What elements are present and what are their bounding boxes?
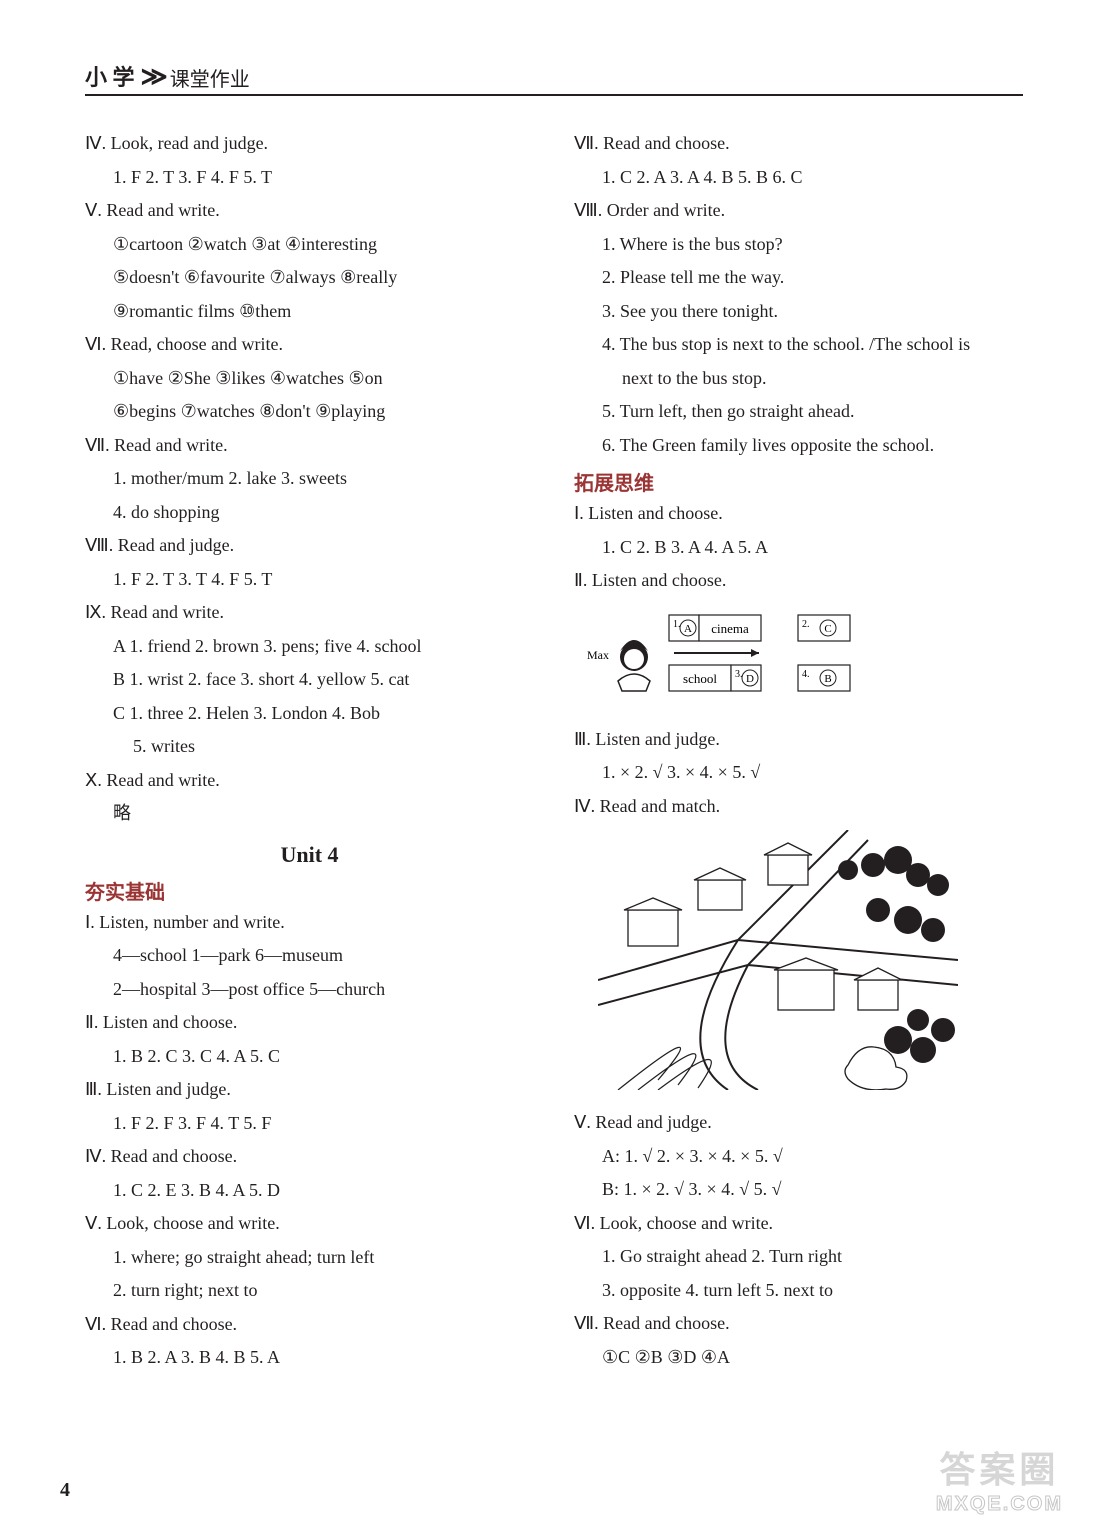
text-line: 1. F 2. T 3. T 4. F 5. T: [85, 564, 534, 596]
svg-text:cinema: cinema: [711, 621, 749, 636]
text-line: Ⅸ. Read and write.: [85, 597, 534, 629]
text-line: Ⅰ. Listen, number and write.: [85, 907, 534, 939]
text-line: 1. Go straight ahead 2. Turn right: [574, 1241, 1023, 1273]
text-line: 4—school 1—park 6—museum: [85, 940, 534, 972]
text-line: 2—hospital 3—post office 5—church: [85, 974, 534, 1006]
text-line: Ⅵ. Read, choose and write.: [85, 329, 534, 361]
unit-title: Unit 4: [85, 842, 534, 868]
text-line: 1. C 2. B 3. A 4. A 5. A: [574, 532, 1023, 564]
page-number: 4: [60, 1479, 70, 1502]
text-line: 1. × 2. √ 3. × 4. × 5. √: [574, 757, 1023, 789]
header-arrows-icon: ≫: [141, 62, 164, 92]
text-line: 2. turn right; next to: [85, 1275, 534, 1307]
text-line: 2. Please tell me the way.: [574, 262, 1023, 294]
text-line: Ⅶ. Read and choose.: [574, 128, 1023, 160]
listen-choose-diagram: Max 1.Acinema 2. Cschool 3.D 4. B: [574, 607, 874, 707]
text-line: C 1. three 2. Helen 3. London 4. Bob: [85, 698, 534, 730]
svg-text:4.: 4.: [802, 669, 810, 680]
text-line: Ⅰ. Listen and choose.: [574, 498, 1023, 530]
text-line: 1. C 2. E 3. B 4. A 5. D: [85, 1175, 534, 1207]
text-line: 5. Turn left, then go straight ahead.: [574, 396, 1023, 428]
svg-text:3.: 3.: [735, 669, 743, 680]
text-line: B: 1. × 2. √ 3. × 4. √ 5. √: [574, 1174, 1023, 1206]
svg-text:D: D: [746, 673, 754, 685]
text-line: Ⅶ. Read and write.: [85, 430, 534, 462]
text-line: Ⅷ. Order and write.: [574, 195, 1023, 227]
text-line: 1. mother/mum 2. lake 3. sweets: [85, 463, 534, 495]
text-line: Ⅴ. Read and judge.: [574, 1107, 1023, 1139]
text-line: A: 1. √ 2. × 3. × 4. × 5. √: [574, 1141, 1023, 1173]
text-line: 1. F 2. F 3. F 4. T 5. F: [85, 1108, 534, 1140]
text-line: 3. See you there tonight.: [574, 296, 1023, 328]
text-line: 略: [85, 798, 534, 830]
header-left: 小 学: [85, 60, 135, 92]
text-line: Ⅴ. Read and write.: [85, 195, 534, 227]
text-line: Ⅲ. Listen and judge.: [85, 1074, 534, 1106]
watermark: 答案圈 MXQE.COM: [936, 1441, 1063, 1516]
page-header: 小 学 ≫ 课堂作业: [85, 60, 1023, 96]
text-line: 1. B 2. A 3. B 4. B 5. A: [85, 1342, 534, 1374]
text-line: 6. The Green family lives opposite the s…: [574, 430, 1023, 462]
text-line: Ⅵ. Read and choose.: [85, 1309, 534, 1341]
text-line: 1. Where is the bus stop?: [574, 229, 1023, 261]
text-line: B 1. wrist 2. face 3. short 4. yellow 5.…: [85, 664, 534, 696]
text-line: A 1. friend 2. brown 3. pens; five 4. sc…: [85, 631, 534, 663]
text-line: 5. writes: [85, 731, 534, 763]
text-line: Ⅳ. Look, read and judge.: [85, 128, 534, 160]
text-line: 1. F 2. T 3. F 4. F 5. T: [85, 162, 534, 194]
text-line: ⑤doesn't ⑥favourite ⑦always ⑧really: [85, 262, 534, 294]
svg-text:B: B: [824, 673, 831, 685]
text-line: 4. The bus stop is next to the school. /…: [574, 329, 1023, 361]
text-line: 1. C 2. A 3. A 4. B 5. B 6. C: [574, 162, 1023, 194]
section-heading: 拓展思维: [574, 467, 1023, 496]
text-line: ⑨romantic films ⑩them: [85, 296, 534, 328]
text-line: ⑥begins ⑦watches ⑧don't ⑨playing: [85, 396, 534, 428]
watermark-bottom: MXQE.COM: [936, 1493, 1063, 1516]
text-line: next to the bus stop.: [574, 363, 1023, 395]
svg-text:2.: 2.: [802, 619, 810, 630]
right-column: Ⅶ. Read and choose.1. C 2. A 3. A 4. B 5…: [574, 126, 1023, 1376]
text-line: ①have ②She ③likes ④watches ⑤on: [85, 363, 534, 395]
read-match-map: [598, 830, 958, 1090]
watermark-top: 答案圈: [936, 1441, 1063, 1493]
svg-text:1.: 1.: [673, 619, 681, 630]
text-line: Ⅱ. Listen and choose.: [574, 565, 1023, 597]
text-line: 1. where; go straight ahead; turn left: [85, 1242, 534, 1274]
text-line: Ⅷ. Read and judge.: [85, 530, 534, 562]
text-line: Ⅶ. Read and choose.: [574, 1308, 1023, 1340]
svg-text:C: C: [824, 623, 831, 635]
text-line: Ⅳ. Read and match.: [574, 791, 1023, 823]
content-columns: Ⅳ. Look, read and judge.1. F 2. T 3. F 4…: [85, 126, 1023, 1376]
text-line: Ⅳ. Read and choose.: [85, 1141, 534, 1173]
left-column: Ⅳ. Look, read and judge.1. F 2. T 3. F 4…: [85, 126, 534, 1376]
header-right: 课堂作业: [170, 63, 250, 92]
svg-text:school: school: [683, 671, 717, 686]
svg-text:Max: Max: [587, 648, 609, 662]
text-line: Ⅹ. Read and write.: [85, 765, 534, 797]
text-line: 3. opposite 4. turn left 5. next to: [574, 1275, 1023, 1307]
text-line: ①C ②B ③D ④A: [574, 1342, 1023, 1374]
section-heading: 夯实基础: [85, 876, 534, 905]
svg-text:A: A: [684, 623, 692, 635]
text-line: Ⅵ. Look, choose and write.: [574, 1208, 1023, 1240]
text-line: Ⅲ. Listen and judge.: [574, 724, 1023, 756]
text-line: Ⅴ. Look, choose and write.: [85, 1208, 534, 1240]
text-line: ①cartoon ②watch ③at ④interesting: [85, 229, 534, 261]
text-line: Ⅱ. Listen and choose.: [85, 1007, 534, 1039]
page: 小 学 ≫ 课堂作业 Ⅳ. Look, read and judge.1. F …: [0, 0, 1093, 1536]
text-line: 1. B 2. C 3. C 4. A 5. C: [85, 1041, 534, 1073]
text-line: 4. do shopping: [85, 497, 534, 529]
